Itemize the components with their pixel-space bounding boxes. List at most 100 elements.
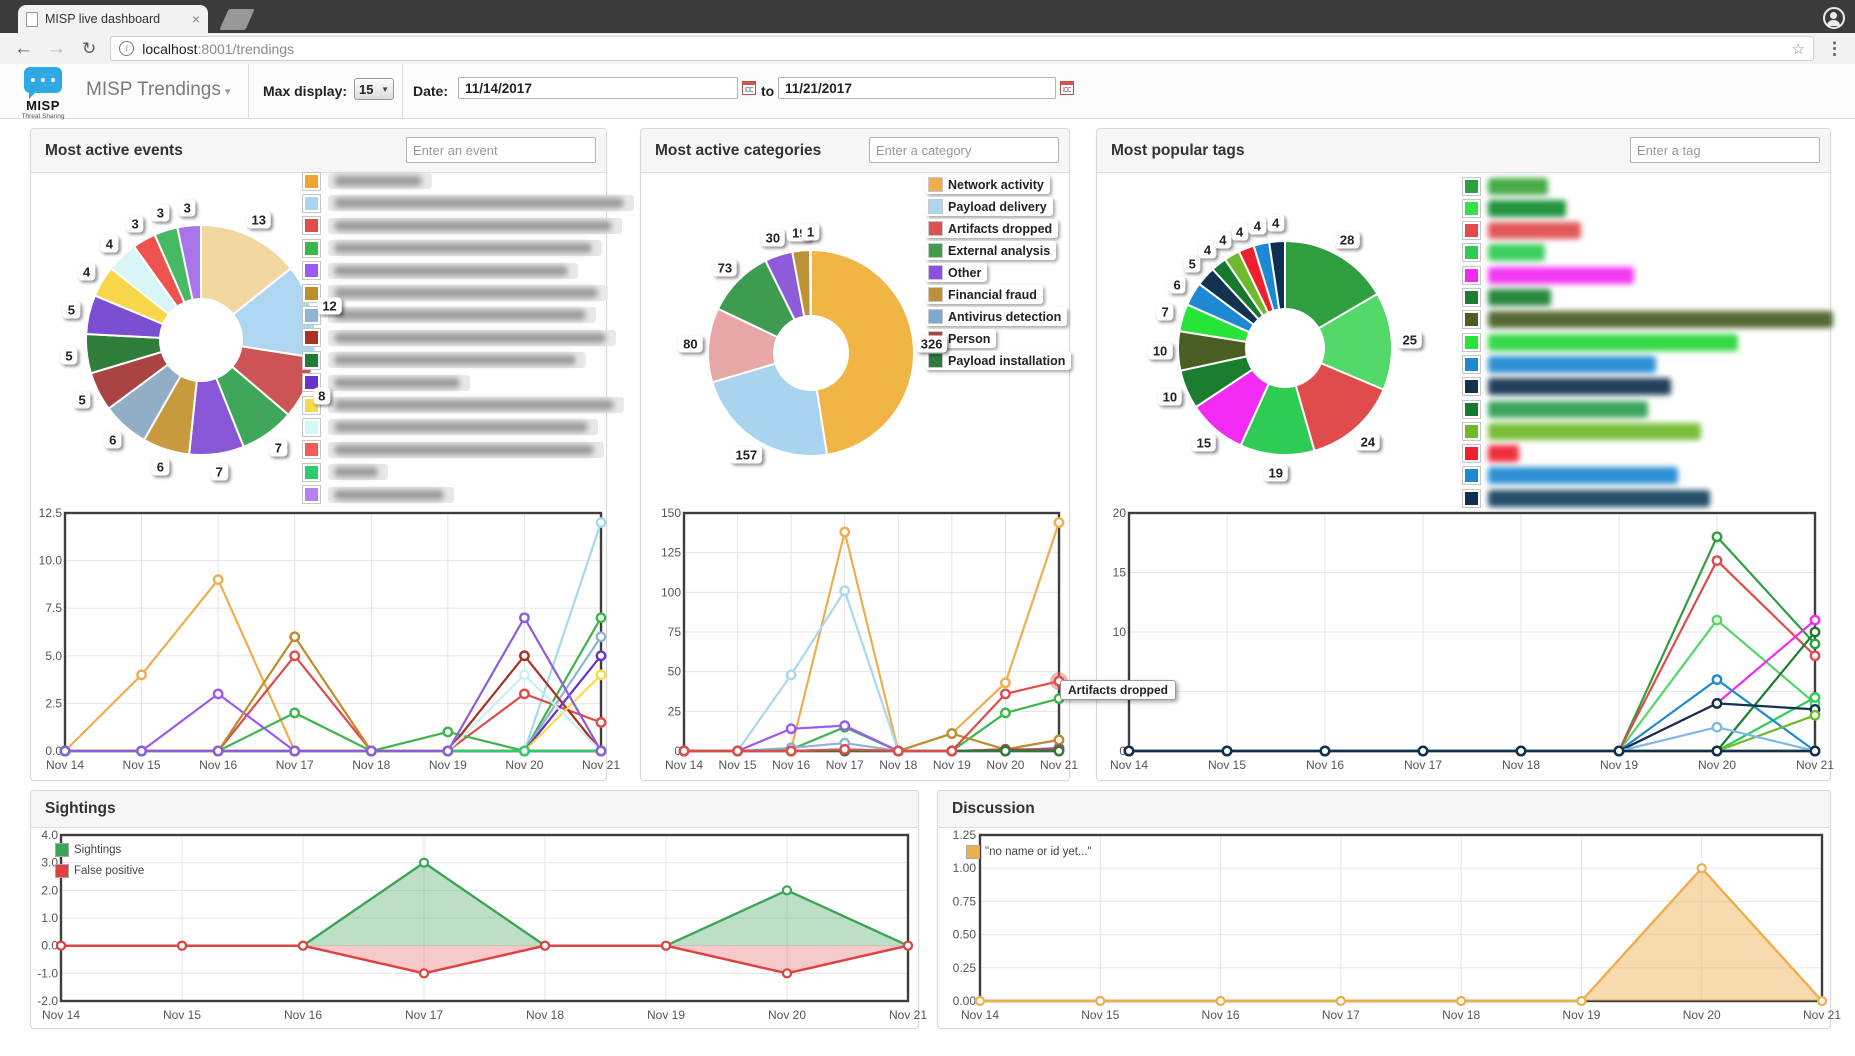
legend-swatch	[928, 287, 943, 302]
legend-item	[1462, 421, 1701, 441]
browser-menu-icon[interactable]: ⋮	[1826, 38, 1843, 58]
nav-title-dropdown[interactable]: MISP Trendings ▾	[86, 79, 231, 100]
event-search-input[interactable]	[406, 137, 596, 163]
line-series	[65, 673, 602, 753]
donut-slice	[1239, 347, 1316, 456]
legend-item	[1462, 265, 1634, 285]
x-axis-label: Nov 17	[1404, 758, 1442, 772]
tag-search-input[interactable]	[1630, 137, 1820, 163]
donut-value-label: 4	[77, 263, 96, 281]
back-icon[interactable]: ←	[14, 38, 33, 59]
close-tab-icon[interactable]: ×	[191, 11, 200, 27]
data-point	[289, 650, 301, 662]
x-axis-label: Nov 15	[163, 1008, 201, 1022]
chart-frame	[59, 833, 910, 1003]
y-axis-label: 25	[668, 704, 682, 718]
legend-label: Financial fraud	[948, 287, 1037, 302]
data-point	[519, 650, 530, 662]
redacted-tag-pill	[1488, 222, 1581, 240]
legend-swatch	[1462, 221, 1481, 241]
x-axis-label: Nov 20	[1698, 758, 1736, 772]
misp-logo-bubble	[24, 67, 62, 99]
data-point	[595, 650, 607, 662]
data-point	[1000, 707, 1011, 719]
x-axis-label: Nov 14	[665, 758, 703, 772]
donut-value-label: 5	[62, 301, 80, 319]
y-axis-label: 2.5	[45, 696, 62, 710]
line-series	[684, 589, 1060, 753]
category-search-input[interactable]	[869, 137, 1059, 163]
donut-value-label: 4	[1248, 217, 1266, 235]
browser-tab[interactable]: MISP live dashboard ×	[18, 5, 208, 33]
y-axis-label: 0.0	[45, 744, 62, 758]
x-axis-label: Nov 19	[1562, 1008, 1600, 1022]
y-axis-label: 5.0	[45, 649, 62, 663]
legend-swatch	[302, 171, 321, 191]
legend-item	[302, 305, 596, 325]
calendar-icon[interactable]	[1060, 81, 1074, 95]
misp-logo[interactable]: MISP Threat Sharing	[14, 67, 72, 120]
new-tab-button[interactable]	[219, 9, 255, 30]
data-point	[212, 745, 224, 757]
max-display-select[interactable]: 15 ▼	[354, 78, 394, 100]
calendar-icon[interactable]	[742, 81, 756, 95]
legend-label: Payload installation	[948, 353, 1066, 368]
legend-item: Payload delivery	[925, 197, 1053, 216]
categories-donut-chart[interactable]	[703, 245, 919, 461]
donut-value-label: 3	[178, 199, 196, 217]
legend-swatch	[1462, 310, 1481, 330]
legend-item: Other	[925, 263, 988, 282]
panel-title: Discussion	[952, 800, 1035, 817]
data-point	[176, 940, 188, 951]
data-point	[289, 631, 301, 643]
events-donut-chart[interactable]	[81, 220, 321, 460]
y-axis-label: -2.0	[37, 994, 58, 1008]
profile-icon[interactable]	[1823, 7, 1845, 29]
data-point	[781, 885, 793, 896]
date-from-input[interactable]	[458, 77, 738, 99]
donut-value-label: 3	[126, 215, 144, 233]
data-point	[442, 726, 454, 738]
x-axis-label: Nov 15	[719, 758, 757, 772]
legend-item: Antivirus detection	[925, 307, 1068, 326]
redacted-text	[334, 467, 378, 478]
x-axis-label: Nov 20	[986, 758, 1024, 772]
redacted-text	[334, 198, 624, 209]
data-point	[519, 612, 530, 624]
date-to-input[interactable]	[778, 77, 1056, 99]
line-series	[1129, 714, 1816, 753]
legend-swatch	[1462, 444, 1481, 464]
x-axis-label: Nov 20	[505, 758, 543, 772]
legend-item	[1462, 444, 1519, 464]
x-axis-label: Nov 16	[1202, 1008, 1240, 1022]
legend-item	[302, 350, 586, 370]
donut-hole	[1245, 308, 1325, 388]
redacted-text	[334, 332, 606, 343]
legend-item: Artifacts dropped	[925, 219, 1059, 238]
data-point	[55, 940, 67, 951]
tags-donut-chart[interactable]	[1173, 236, 1397, 460]
x-axis-label: Nov 18	[1442, 1008, 1480, 1022]
legend-swatch	[1462, 265, 1481, 285]
info-icon[interactable]: i	[119, 41, 135, 56]
data-point	[1515, 745, 1527, 757]
y-axis-label: 150	[661, 506, 681, 520]
donut-value-label: 7	[210, 463, 228, 481]
url-bar[interactable]: i localhost :8001/trendings ☆	[110, 36, 1814, 61]
y-axis-label: 0	[1119, 744, 1126, 758]
x-axis-label: Nov 15	[1208, 758, 1246, 772]
panel-sightings: Sightings Sightings False positive 4.0 3.0…	[30, 790, 927, 1029]
bookmark-star-icon[interactable]: ☆	[1791, 40, 1805, 58]
reload-icon[interactable]: ↻	[82, 39, 97, 58]
max-display-label: Max display:	[263, 83, 348, 99]
donut-value-label: 4	[1230, 223, 1249, 241]
legend-item	[1462, 310, 1833, 330]
data-point	[1000, 677, 1011, 689]
forward-icon[interactable]: →	[47, 38, 66, 59]
